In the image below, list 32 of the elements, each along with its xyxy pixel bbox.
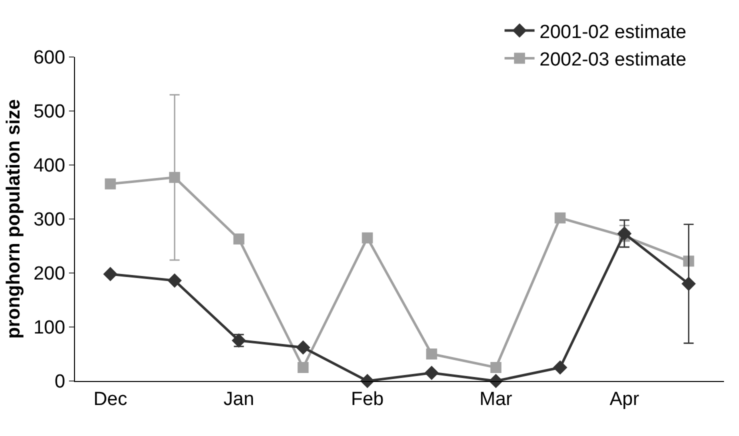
y-tick-label: 300: [33, 210, 66, 231]
legend-label: 2002-03 estimate: [540, 50, 686, 71]
y-axis-title: pronghorn population size: [3, 99, 24, 339]
y-tick-label: 100: [33, 318, 66, 339]
point: [296, 340, 310, 355]
y-tick-label: 0: [54, 372, 66, 393]
y-tick-label: 600: [33, 48, 66, 69]
x-tick-label: Mar: [480, 388, 513, 410]
point: [682, 276, 696, 291]
y-tick-label: 400: [33, 156, 66, 177]
x-tick-label: Jan: [224, 388, 254, 410]
point: [424, 366, 439, 380]
point: [426, 348, 438, 360]
point: [167, 273, 182, 288]
point: [490, 362, 502, 373]
point: [169, 172, 180, 183]
point: [360, 374, 375, 388]
point: [104, 178, 116, 190]
point: [552, 360, 568, 375]
x-tick-label: Dec: [93, 388, 128, 410]
y-tick-label: 200: [33, 264, 66, 285]
x-tick-label: Apr: [610, 388, 640, 410]
point: [554, 212, 566, 224]
point: [103, 266, 118, 282]
point: [488, 374, 504, 388]
point: [233, 233, 244, 244]
point: [617, 226, 632, 241]
x-tick-label: Feb: [350, 388, 384, 410]
y-tick-label: 500: [33, 102, 66, 123]
point: [362, 232, 373, 244]
point: [298, 362, 309, 373]
legend-label: 2001-02 estimate: [540, 22, 686, 43]
